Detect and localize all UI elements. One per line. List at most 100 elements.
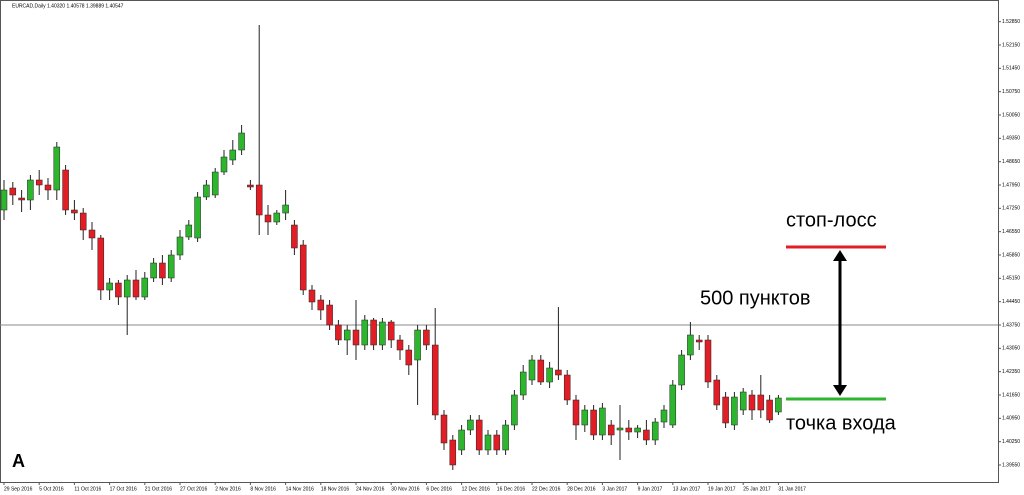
candle-body [651,421,659,441]
candle-body [555,369,562,376]
y-tick-label: 1.45150 [1002,276,1020,282]
y-tick-label: 1.50050 [1002,112,1020,118]
candle-body [308,289,316,303]
candle-body [0,189,8,211]
candle-body [766,399,773,421]
x-tick-label: 11 Oct 2016 [74,486,101,492]
candle-body [634,427,641,433]
x-tick-label: 3 Jan 2017 [602,486,627,492]
y-tick-label: 1.48650 [1002,159,1020,165]
x-tick-label: 29 Sep 2016 [4,486,33,492]
x-tick-label: 17 Oct 2016 [110,486,137,492]
candle-body [739,391,747,411]
candle-body [123,279,131,298]
candle-body [387,321,395,341]
candle-body [141,277,149,298]
candle-body [88,229,96,239]
x-tick-label: 30 Nov 2016 [391,486,420,492]
x-tick-label: 8 Nov 2016 [250,486,276,492]
candle-body [106,282,113,291]
candle-body [176,236,184,256]
range-label: 500 пунктов [700,287,810,309]
x-tick-label: 25 Jan 2017 [743,486,771,492]
y-tick-label: 1.52150 [1002,42,1020,48]
candle-body [511,394,518,426]
candle-body [211,171,219,196]
candle-body [326,304,333,326]
candle-body [458,429,465,451]
candle-body [352,329,360,346]
candle-body [291,224,298,249]
candle-body [361,319,369,346]
candle-body [695,339,703,343]
candle-body [185,224,193,238]
candle-body [396,339,404,351]
y-tick-label: 1.45850 [1002,252,1020,258]
candle-body [502,424,509,451]
candle-body [53,146,61,191]
candle-body [414,329,421,361]
x-tick-label: 16 Dec 2016 [497,486,526,492]
y-tick-label: 1.47250 [1002,206,1020,212]
candle-body [607,424,615,436]
candle-body [590,409,597,436]
candle-body [687,334,694,356]
stop-label: стоп-лосс [786,209,877,231]
candle-body [203,184,210,198]
x-tick-label: 27 Oct 2016 [180,486,207,492]
candle-body [370,319,377,346]
candle-body [27,179,34,201]
candle-body [229,149,237,161]
candle-body [625,427,633,433]
candle-body [71,209,78,214]
candle-body [35,179,43,186]
candle-body [343,329,351,341]
x-tick-label: 24 Nov 2016 [356,486,385,492]
candle-body [731,396,738,426]
candle-body [317,299,325,311]
arrow-head [833,385,847,396]
candle-body [722,396,729,424]
candle-body [484,434,492,451]
entry-label: точка входа [786,412,897,434]
candle-body [273,212,281,223]
candle-body [167,254,175,279]
y-tick-label: 1.40250 [1002,439,1020,445]
candle-body [18,197,25,201]
candle-body [660,409,668,423]
candle-body [9,187,17,196]
candle-body [431,344,439,416]
candle-body [704,339,712,383]
candle-body [572,399,580,426]
y-tick-label: 1.44450 [1002,299,1020,305]
x-tick-label: 9 Jan 2017 [638,486,663,492]
y-tick-label: 1.43750 [1002,322,1020,328]
candle-body [255,184,263,216]
candle-body [546,367,553,383]
candle-body [748,394,756,411]
candle-body [440,414,448,444]
candle-body [757,394,765,411]
candle-body [220,156,228,173]
candle-body [713,379,721,406]
candle-body [335,324,342,341]
candle-body [467,419,474,431]
x-tick-label: 6 Dec 2016 [426,486,452,492]
candle-body [581,409,589,426]
x-tick-label: 12 Dec 2016 [462,486,491,492]
candle-body [264,214,272,223]
y-tick-label: 1.40950 [1002,416,1020,422]
candle-body [493,434,501,451]
candle-body [132,279,140,298]
y-tick-label: 1.47950 [1002,182,1020,188]
candle-body [282,204,289,214]
candle-body [775,397,782,413]
candle-body [643,429,650,441]
candle-body [159,262,166,279]
x-tick-label: 18 Nov 2016 [321,486,350,492]
y-tick-label: 1.46550 [1002,229,1020,235]
y-tick-label: 1.41650 [1002,392,1020,398]
candle-body [97,237,105,291]
candle-body [528,359,536,381]
